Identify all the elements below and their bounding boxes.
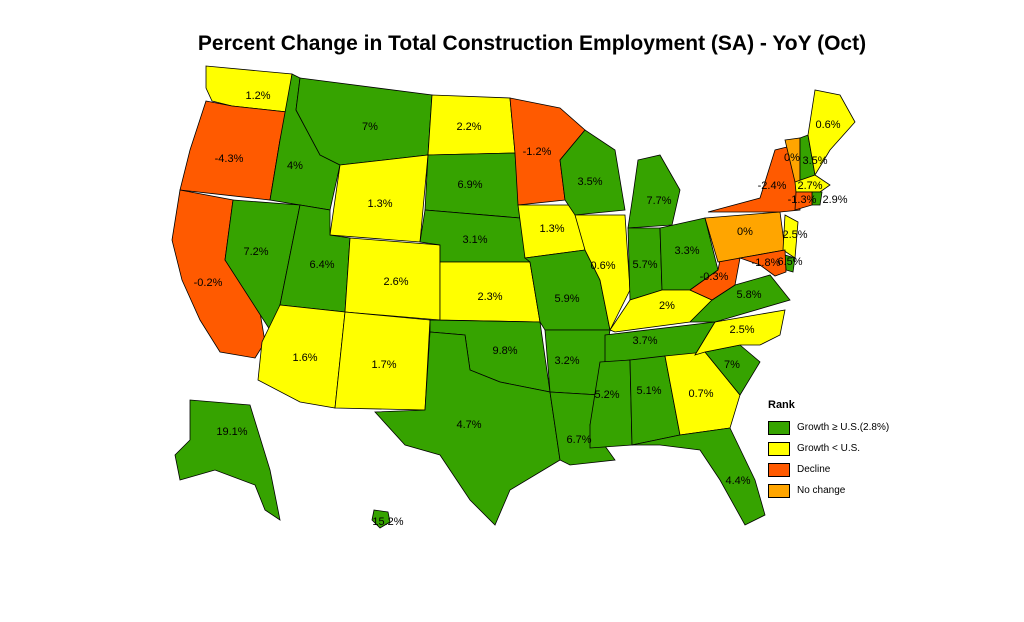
- state-label: 4%: [287, 160, 303, 172]
- state-label: 5.7%: [632, 259, 657, 271]
- state-label: 19.1%: [216, 426, 247, 438]
- state-label: 6.5%: [777, 256, 802, 268]
- state-label: 4.4%: [725, 475, 750, 487]
- state-CT: [794, 191, 813, 211]
- map-title: Percent Change in Total Construction Emp…: [197, 32, 867, 55]
- state-label: 9.8%: [492, 345, 517, 357]
- state-label: 2.2%: [456, 121, 481, 133]
- state-label: 2.9%: [822, 194, 847, 206]
- state-label: -0.2%: [194, 277, 223, 289]
- state-label: 0%: [737, 226, 753, 238]
- state-MI: [627, 154, 681, 229]
- legend-label: Decline: [797, 464, 831, 475]
- state-label: 3.5%: [577, 176, 602, 188]
- state-label: 2%: [659, 300, 675, 312]
- state-label: 3.2%: [554, 355, 579, 367]
- state-label: 6.9%: [457, 179, 482, 191]
- legend-item: Growth < U.S.: [768, 438, 889, 459]
- state-label: -1.2%: [523, 146, 552, 158]
- state-label: 6.7%: [566, 434, 591, 446]
- state-label: -4.3%: [215, 153, 244, 165]
- state-OR: [179, 100, 288, 201]
- state-label: 0%: [784, 152, 800, 164]
- state-HI: [371, 509, 391, 529]
- state-label: 0.7%: [688, 388, 713, 400]
- state-label: -1.3%: [788, 194, 817, 206]
- state-MA: [794, 174, 831, 193]
- state-label: 2.6%: [383, 276, 408, 288]
- state-label: 0.6%: [815, 119, 840, 131]
- state-MD: [738, 249, 787, 277]
- state-label: 3.5%: [802, 155, 827, 167]
- state-FL: [631, 427, 766, 526]
- state-label: -2.4%: [758, 180, 787, 192]
- state-label: 2.3%: [477, 291, 502, 303]
- state-label: 1.3%: [539, 223, 564, 235]
- state-label: 5.1%: [636, 385, 661, 397]
- legend-swatch: [768, 483, 790, 498]
- legend-item: Growth ≥ U.S.(2.8%): [768, 417, 889, 438]
- state-label: 2.7%: [797, 180, 822, 192]
- state-label: 7%: [362, 121, 378, 133]
- state-label: 1.3%: [367, 198, 392, 210]
- state-label: 2.5%: [782, 229, 807, 241]
- legend-title: Rank: [768, 399, 795, 411]
- legend-item: Decline: [768, 459, 889, 480]
- state-label: 6.4%: [309, 259, 334, 271]
- state-label: 3.3%: [674, 245, 699, 257]
- state-label: 15.2%: [372, 516, 403, 528]
- state-MS: [589, 359, 633, 449]
- legend-label: No change: [797, 485, 846, 496]
- state-label: 5.8%: [736, 289, 761, 301]
- legend-swatch: [768, 462, 790, 477]
- map-legend: Rank Growth ≥ U.S.(2.8%) Growth < U.S. D…: [768, 399, 889, 501]
- state-label: 1.6%: [292, 352, 317, 364]
- state-label: 5.9%: [554, 293, 579, 305]
- state-WI: [559, 129, 626, 216]
- legend-swatch: [768, 441, 790, 456]
- state-label: 7.2%: [243, 246, 268, 258]
- state-label: 1.7%: [371, 359, 396, 371]
- state-label: 0.6%: [590, 260, 615, 272]
- state-label: 7.7%: [646, 195, 671, 207]
- legend-item: No change: [768, 480, 889, 501]
- state-label: 5.2%: [594, 389, 619, 401]
- state-AK: [174, 399, 281, 521]
- state-label: 7%: [724, 359, 740, 371]
- state-label: 4.7%: [456, 419, 481, 431]
- state-label: 2.5%: [729, 324, 754, 336]
- state-label: -0.3%: [700, 271, 729, 283]
- legend-label: Growth ≥ U.S.(2.8%): [797, 422, 890, 433]
- legend-label: Growth < U.S.: [797, 443, 861, 454]
- state-label: 3.7%: [632, 335, 657, 347]
- state-NC: [694, 309, 786, 356]
- state-label: 1.2%: [245, 90, 270, 102]
- state-label: 3.1%: [462, 234, 487, 246]
- legend-swatch: [768, 420, 790, 435]
- state-label: -1.8%: [752, 257, 781, 269]
- state-TX: [374, 331, 561, 526]
